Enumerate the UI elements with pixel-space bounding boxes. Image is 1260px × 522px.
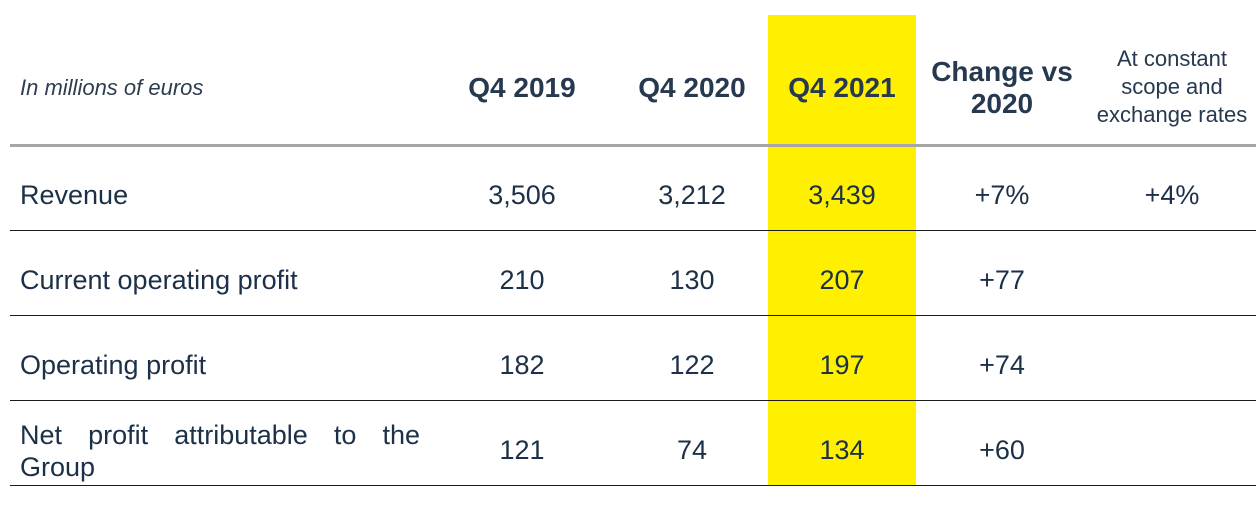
cell-change: +60 [979,434,1025,465]
row-divider [10,315,1256,316]
cell-q4-2020: 130 [669,264,715,295]
units-label: In millions of euros [20,75,204,100]
header-divider [10,144,1256,147]
row-divider [10,400,1256,401]
row-label: Operating profit [20,349,207,380]
cell-q4-2020: 74 [676,434,708,465]
column-header-q4-2020: Q4 2020 [638,72,746,103]
cell-q4-2021: 197 [819,349,865,380]
cell-q4-2019: 3,506 [488,179,556,210]
cell-q4-2020: 122 [669,349,715,380]
cell-constant: +4% [1144,179,1200,210]
column-header-q4-2021: Q4 2021 [788,72,896,103]
cell-q4-2021: 134 [819,434,865,465]
q4-2021-column-highlight [768,15,916,486]
cell-constant [1090,345,1254,385]
column-header-q4-2019: Q4 2019 [468,72,576,103]
cell-constant [1090,260,1254,300]
row-divider [10,485,1256,486]
cell-q4-2021: 3,439 [808,179,876,210]
cell-change: +74 [979,349,1025,380]
row-divider [10,230,1256,231]
cell-change: +7% [974,179,1030,210]
cell-constant [1090,430,1254,470]
cell-q4-2020: 3,212 [658,179,726,210]
cell-q4-2019: 121 [499,434,545,465]
cell-q4-2019: 182 [499,349,545,380]
column-header-change-vs-2020: Change vs 2020 [931,56,1073,119]
column-header-constant-scope: At constant scope and exchange rates [1096,46,1248,127]
cell-change: +77 [979,264,1025,295]
cell-q4-2021: 207 [819,264,865,295]
cell-q4-2019: 210 [499,264,545,295]
row-label: Current operating profit [20,264,298,295]
row-label: Net profit attributable to the Group [20,420,420,482]
row-label: Revenue [20,179,129,210]
